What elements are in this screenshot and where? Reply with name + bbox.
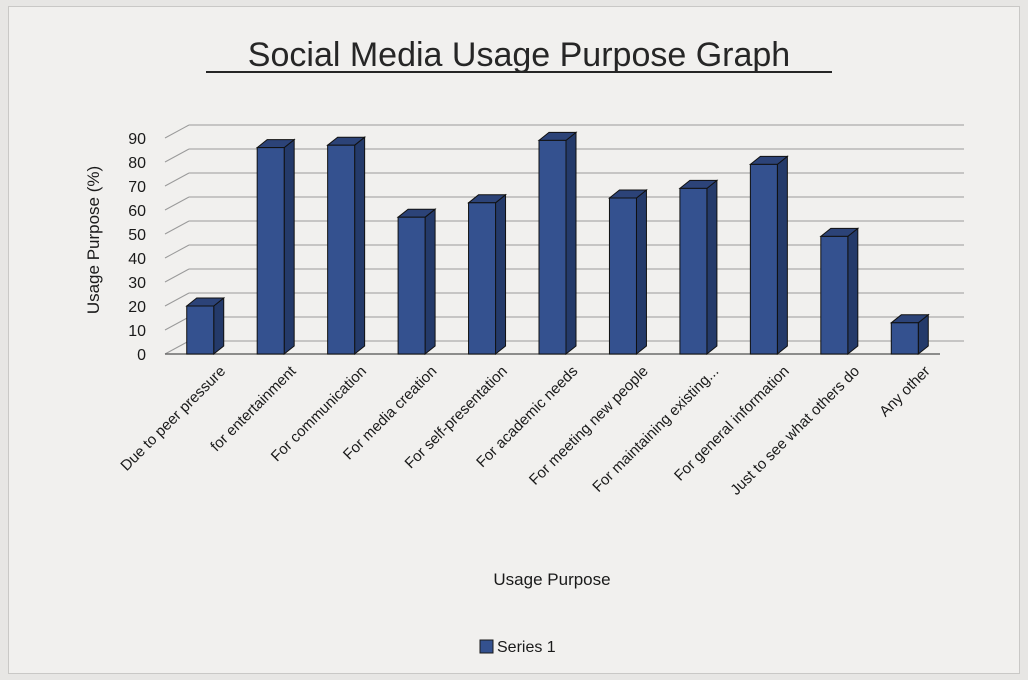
bar-front [749, 163, 778, 355]
bar-side [354, 136, 366, 356]
gridline-diagonal [164, 244, 190, 259]
bar-front [538, 139, 567, 355]
bar [467, 193, 507, 356]
bar-side [424, 208, 436, 356]
gridline-diagonal [164, 172, 190, 187]
gridline-diagonal [164, 220, 190, 235]
y-tick-label: 50 [128, 227, 146, 244]
bar [608, 188, 648, 356]
bar [255, 138, 296, 356]
x-tick-label: Any other [876, 363, 933, 420]
chart-title: Social Media Usage Purpose Graph [248, 36, 790, 74]
gridline-diagonal [164, 196, 190, 211]
bar-side [495, 193, 507, 356]
bar-front [679, 187, 708, 355]
gridline-diagonal [164, 268, 190, 283]
x-tick-label: For meeting new people [526, 363, 652, 489]
y-tick-label: 0 [137, 347, 146, 364]
bar-front [186, 305, 215, 355]
y-tick-label: 60 [128, 203, 146, 220]
bar-front [890, 322, 919, 355]
y-tick-label: 90 [128, 131, 146, 148]
x-axis-title: Usage Purpose [493, 570, 610, 589]
bar [326, 136, 367, 356]
bar [748, 155, 789, 356]
y-tick-label: 40 [128, 251, 146, 268]
legend: Series 1 [479, 639, 556, 656]
bar-side [706, 179, 718, 356]
bar-front [256, 147, 285, 355]
bar [537, 131, 578, 356]
bar [678, 179, 719, 356]
gridline-diagonal [164, 148, 190, 163]
gridline-diagonal [164, 292, 190, 307]
bar-front [608, 197, 637, 355]
x-tick-label: Due to peer pressure [117, 363, 229, 475]
y-tick-label: 20 [128, 299, 146, 316]
bar-side [776, 155, 788, 356]
bar-front [820, 235, 849, 355]
bars [185, 131, 930, 356]
bar [185, 296, 226, 356]
y-axis-title: Usage Purpose (%) [84, 166, 103, 314]
bar-side [213, 296, 225, 356]
gridline-diagonal [164, 124, 190, 139]
y-tick-label: 30 [128, 275, 146, 292]
legend-swatch [479, 639, 494, 654]
bar-front [327, 144, 356, 355]
bar-side [565, 131, 577, 356]
bar [889, 313, 930, 356]
bar-front [468, 202, 497, 355]
bar-side [283, 138, 295, 356]
bar [819, 227, 860, 356]
y-tick-label: 70 [128, 179, 146, 196]
y-tick-label: 10 [128, 323, 146, 340]
legend-label: Series 1 [497, 639, 556, 656]
bar-side [847, 227, 859, 356]
bar-side [635, 188, 647, 356]
gridline-diagonal [164, 316, 190, 331]
x-tick-label: For maintaining existing... [589, 363, 722, 496]
bar [396, 208, 437, 356]
gridline-diagonal [164, 340, 190, 355]
y-tick-label: 80 [128, 155, 146, 172]
y-axis-ticks: 0 10 20 30 40 50 60 70 80 90 [128, 131, 146, 364]
x-tick-label: For general information [671, 363, 793, 485]
bar-front [397, 216, 426, 355]
x-tick-label: Just to see what others do [727, 363, 863, 499]
